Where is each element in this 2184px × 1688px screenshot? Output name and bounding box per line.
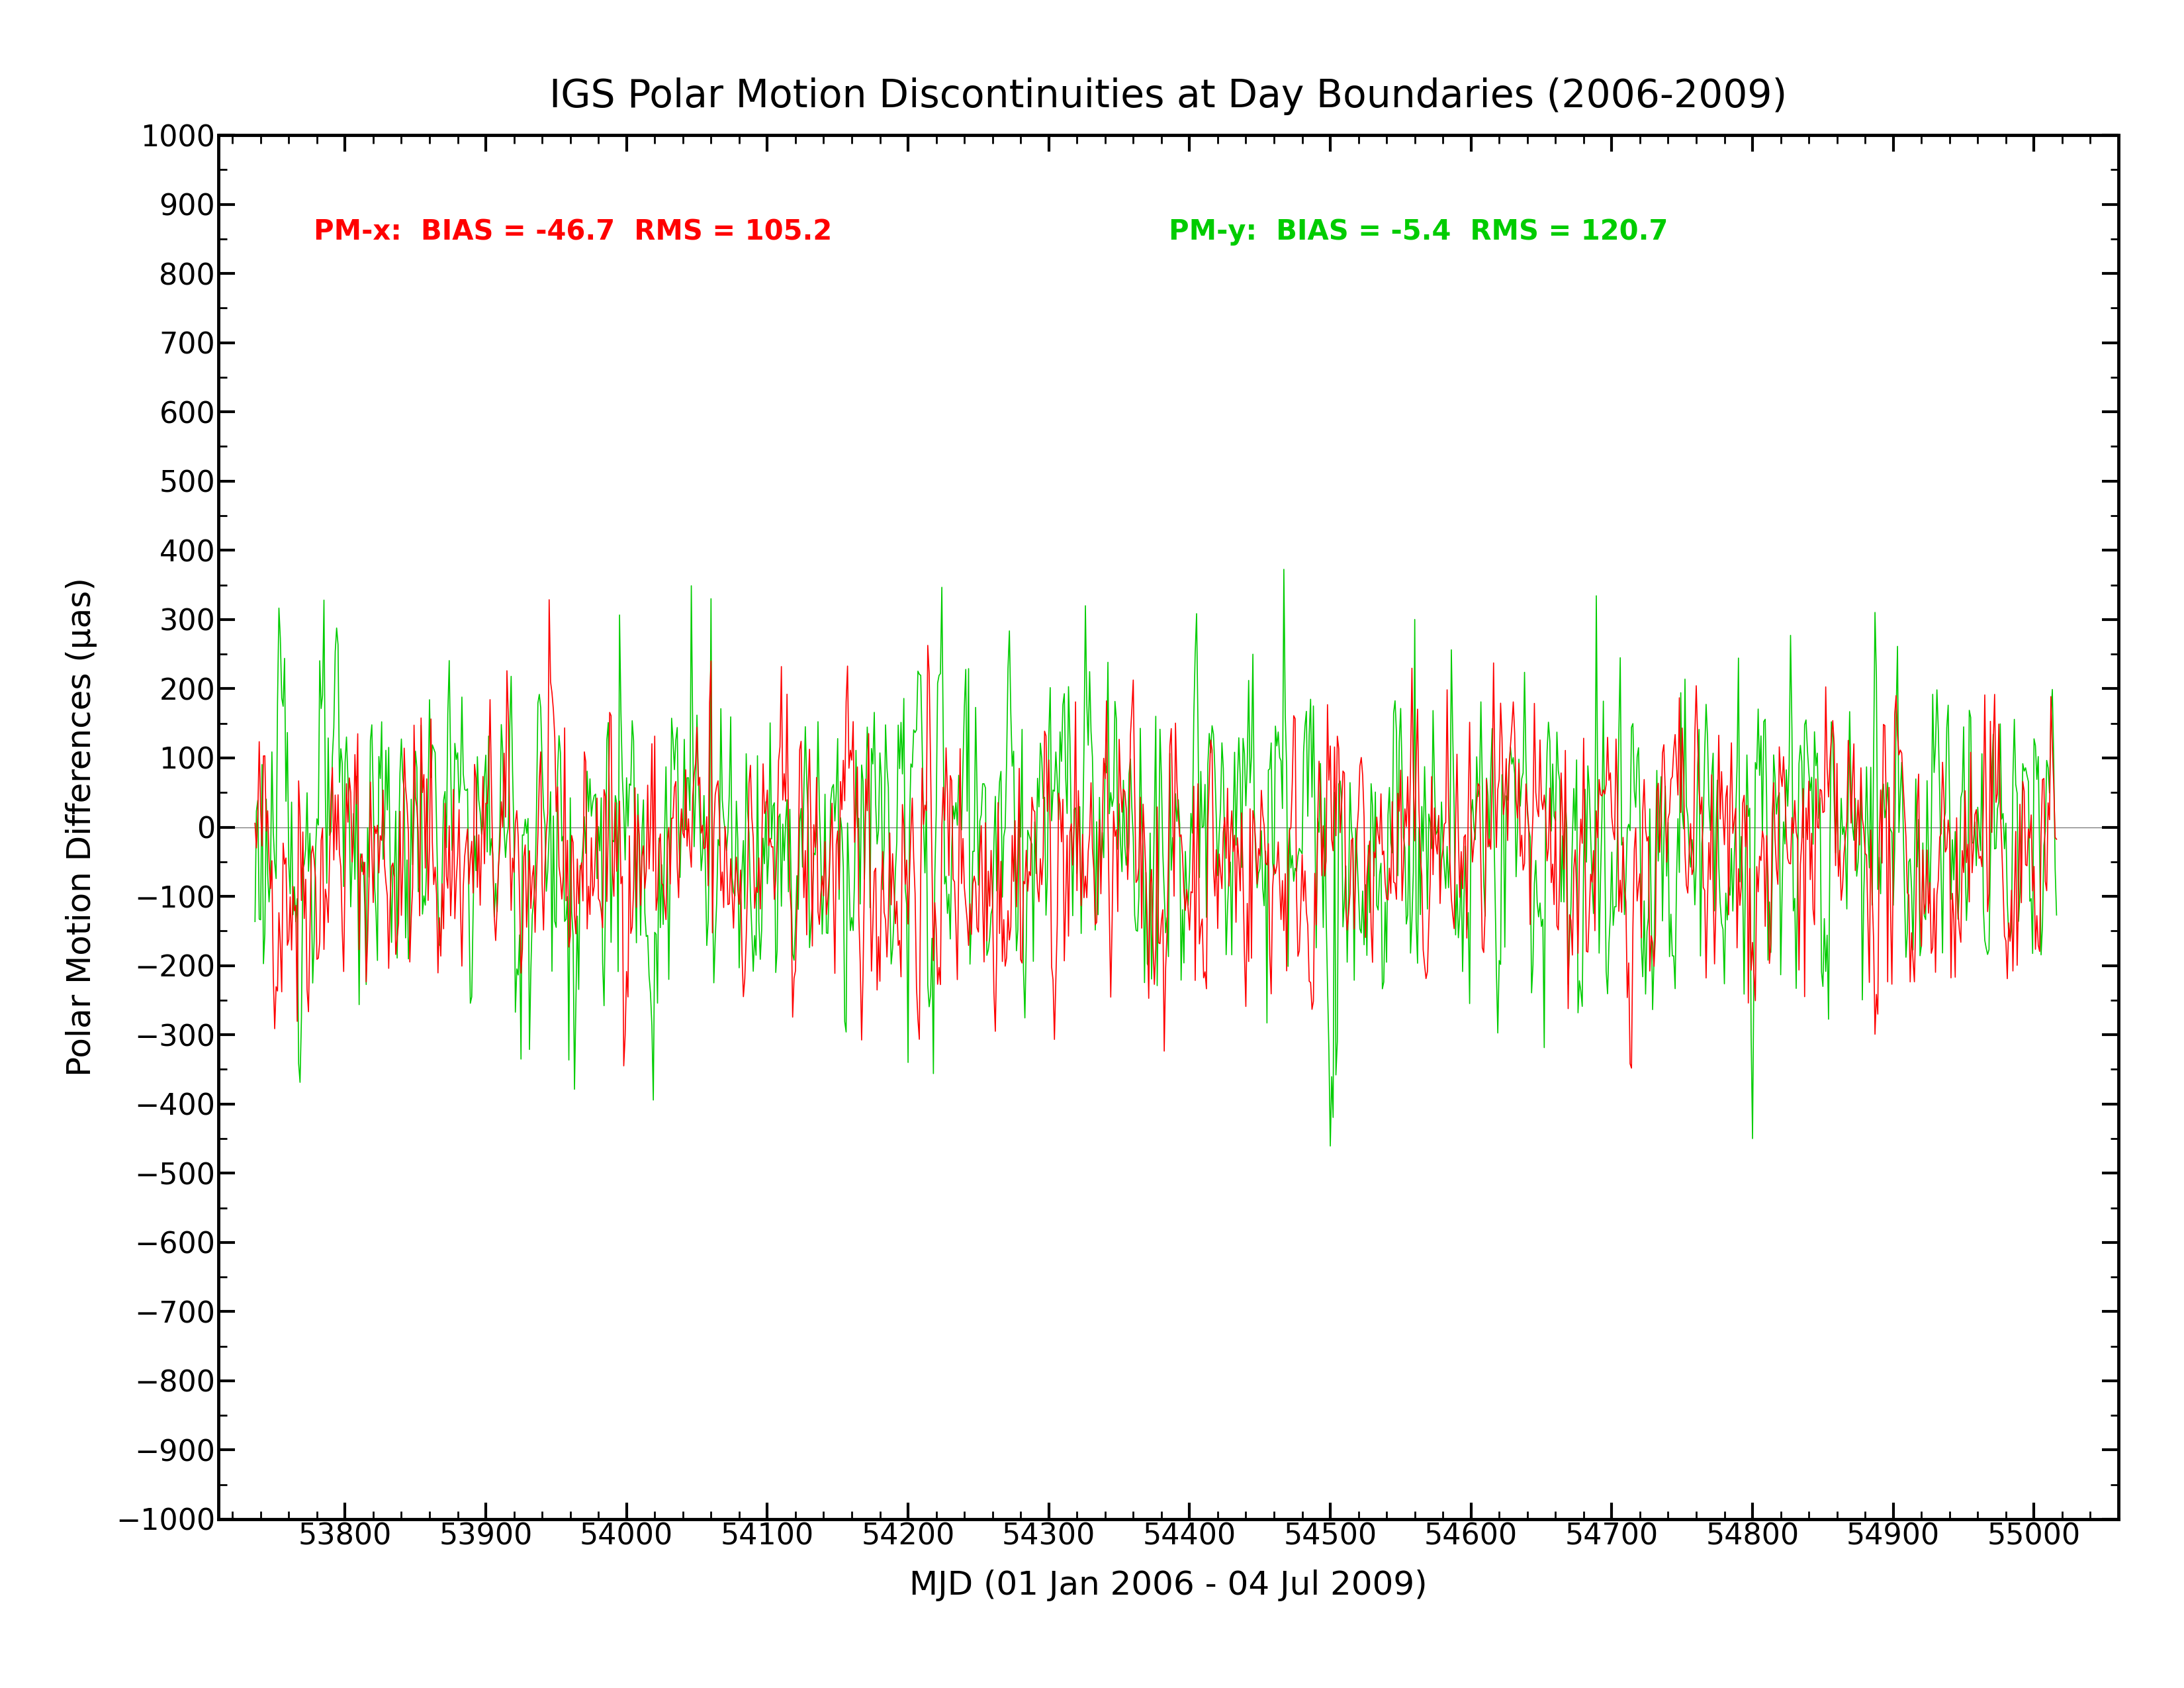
Title: IGS Polar Motion Discontinuities at Day Boundaries (2006-2009): IGS Polar Motion Discontinuities at Day … [550,78,1787,115]
Text: PM-x:  BIAS = -46.7  RMS = 105.2: PM-x: BIAS = -46.7 RMS = 105.2 [314,218,832,246]
X-axis label: MJD (01 Jan 2006 - 04 Jul 2009): MJD (01 Jan 2006 - 04 Jul 2009) [909,1570,1428,1600]
Y-axis label: Polar Motion Differences (μas): Polar Motion Differences (μas) [66,577,98,1077]
Text: PM-y:  BIAS = -5.4  RMS = 120.7: PM-y: BIAS = -5.4 RMS = 120.7 [1168,218,1669,246]
